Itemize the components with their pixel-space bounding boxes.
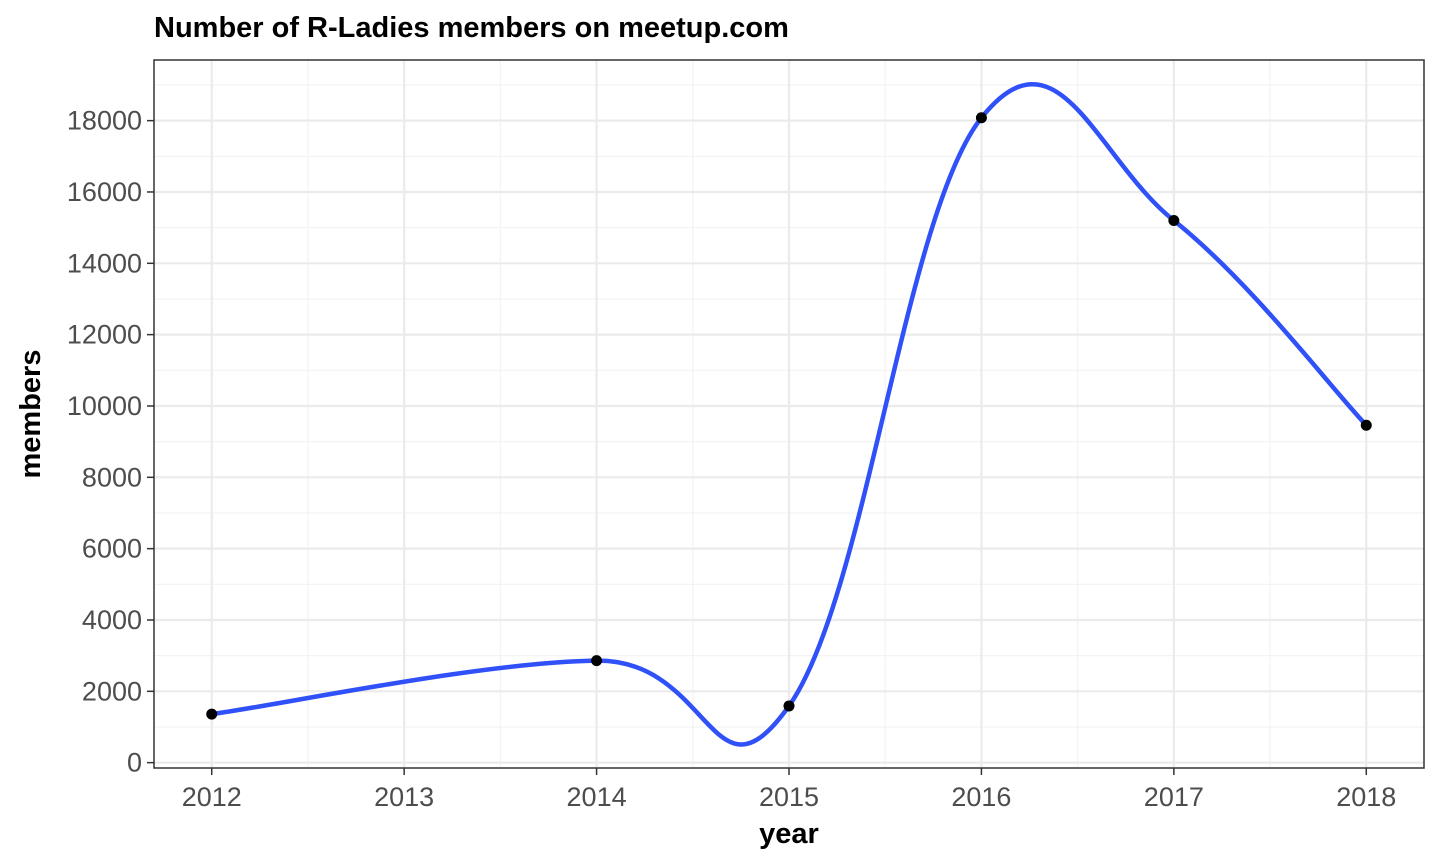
x-tick-label: 2012 xyxy=(182,782,242,812)
data-point xyxy=(975,112,987,124)
x-axis: 2012 2013 2014 2015 2016 2017 2018 xyxy=(182,768,1396,812)
x-axis-title: year xyxy=(759,818,819,850)
y-tick-label: 8000 xyxy=(82,462,142,492)
data-point xyxy=(591,655,603,667)
x-tick-label: 2014 xyxy=(567,782,627,812)
major-gridlines xyxy=(154,60,1424,768)
y-tick-label: 12000 xyxy=(67,320,142,350)
y-tick-label: 4000 xyxy=(82,605,142,635)
y-tick-label: 18000 xyxy=(67,106,142,136)
y-tick-label: 6000 xyxy=(82,534,142,564)
y-tick-label: 10000 xyxy=(67,391,142,421)
y-axis-title: members xyxy=(15,350,47,479)
y-tick-label: 2000 xyxy=(82,676,142,706)
x-tick-label: 2015 xyxy=(759,782,819,812)
x-tick-label: 2013 xyxy=(374,782,434,812)
x-tick-label: 2017 xyxy=(1144,782,1204,812)
y-tick-label: 0 xyxy=(127,748,142,778)
data-point xyxy=(1168,215,1180,227)
y-axis: 0 2000 4000 6000 8000 10000 12000 14000 16000 180… xyxy=(67,106,154,778)
x-tick-label: 2016 xyxy=(951,782,1011,812)
x-tick-label: 2018 xyxy=(1336,782,1396,812)
data-series xyxy=(206,81,1372,747)
data-point xyxy=(783,700,795,712)
chart-title: Number of R-Ladies members on meetup.com xyxy=(154,12,789,44)
data-point xyxy=(1360,419,1372,431)
y-tick-label: 14000 xyxy=(67,248,142,278)
y-tick-label: 16000 xyxy=(67,177,142,207)
data-point xyxy=(206,708,218,720)
